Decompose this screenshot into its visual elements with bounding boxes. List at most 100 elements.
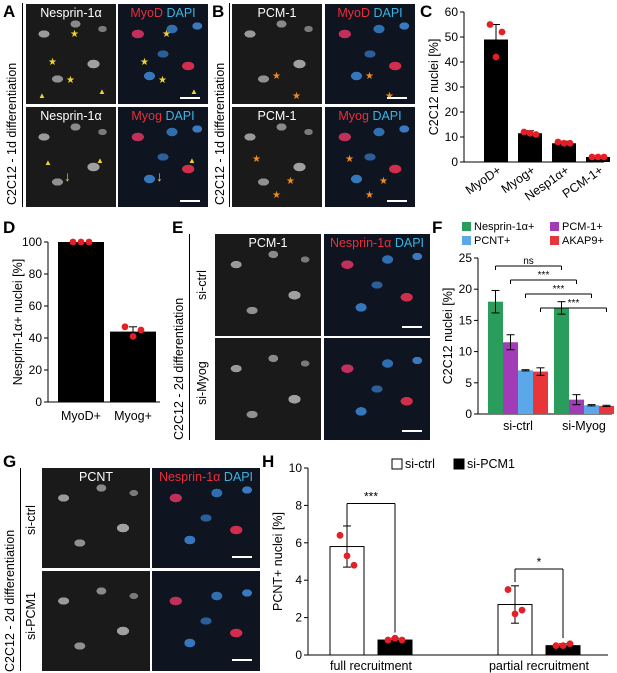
y-tick-label: 40 bbox=[29, 331, 43, 345]
arrowhead-marker: ▲ bbox=[96, 156, 104, 165]
data-point bbox=[391, 634, 399, 642]
micrograph-label: Nesprin-1α bbox=[40, 109, 102, 123]
data-point bbox=[518, 606, 526, 614]
data-point bbox=[520, 128, 528, 136]
star-marker: ★ bbox=[292, 91, 301, 102]
scale-bar bbox=[232, 556, 252, 558]
micrograph-e-merge-top: Nesprin-1α DAPI bbox=[324, 234, 430, 336]
data-point bbox=[566, 640, 574, 648]
significance-label: *** bbox=[364, 490, 378, 504]
arrowhead-marker: ▲ bbox=[38, 91, 46, 100]
bar bbox=[518, 133, 542, 162]
bar bbox=[584, 405, 599, 414]
panel-label-f: F bbox=[432, 218, 443, 237]
bar bbox=[518, 370, 533, 414]
data-point bbox=[600, 153, 608, 161]
panel-g-row2-label: si-PCM1 bbox=[24, 592, 38, 640]
x-tick-label: si-Myog bbox=[562, 419, 606, 433]
micrograph-label: Nesprin-1α bbox=[40, 6, 102, 20]
data-point bbox=[336, 531, 344, 539]
y-tick-label: 6 bbox=[295, 536, 302, 550]
y-tick-label: 0 bbox=[35, 395, 42, 409]
arrow-marker: ↓ bbox=[156, 168, 163, 184]
y-tick-label: 10 bbox=[459, 345, 473, 359]
data-point bbox=[69, 238, 77, 246]
legend-label: PCNT+ bbox=[474, 235, 510, 247]
significance-label: *** bbox=[553, 284, 565, 295]
star-marker: ★ bbox=[158, 75, 167, 86]
legend-swatch bbox=[391, 458, 403, 470]
scale-bar bbox=[387, 97, 407, 99]
y-tick-label: 25 bbox=[459, 251, 473, 265]
significance-label: ns bbox=[523, 256, 534, 267]
y-tick-label: 60 bbox=[29, 299, 43, 313]
data-point bbox=[350, 561, 358, 569]
significance-label: *** bbox=[568, 298, 580, 309]
star-marker: ★ bbox=[162, 29, 171, 40]
arrowhead-marker: ▲ bbox=[188, 156, 196, 165]
star-marker: ★ bbox=[140, 57, 149, 68]
data-point bbox=[129, 333, 137, 340]
y-axis-label: C2C12 nuclei [%] bbox=[441, 288, 455, 385]
x-tick-label: full recruitment bbox=[330, 659, 412, 673]
micrograph-b-pcm1-top: PCM-1 ★ ★ bbox=[232, 4, 322, 104]
star-marker: ★ bbox=[379, 176, 388, 187]
legend-label: si-PCM1 bbox=[467, 457, 515, 471]
significance-label: *** bbox=[538, 270, 550, 281]
legend-label: PCM-1+ bbox=[562, 221, 603, 233]
data-point bbox=[560, 139, 568, 147]
micrograph-label: Myog DAPI bbox=[131, 109, 195, 123]
star-marker: ★ bbox=[365, 71, 374, 82]
x-tick-label: MyoD+ bbox=[61, 409, 101, 423]
micrograph-label: PCM-1 bbox=[248, 236, 288, 250]
chart-h: 0 2 4 6 8 10 PCNT+ nuclei [%] si-ctrl si-PCM1 ful… bbox=[271, 457, 608, 673]
panel-g-side-label: C2C12 - 2d differentiation bbox=[3, 529, 17, 672]
panel-label-c: C bbox=[420, 2, 433, 21]
star-marker: ★ bbox=[252, 154, 261, 165]
micrograph-label: PCM-1 bbox=[257, 6, 297, 20]
scale-bar bbox=[402, 430, 422, 432]
data-point bbox=[566, 139, 574, 147]
star-marker: ★ bbox=[48, 57, 57, 68]
y-tick-label: 0 bbox=[295, 648, 302, 662]
legend-label: Nesprin-1α+ bbox=[474, 221, 534, 233]
data-point bbox=[552, 642, 560, 650]
chart-f: 0 5 10 15 20 25 C2C12 nuclei [%] Nesprin-1α+ PCM… bbox=[441, 221, 614, 433]
micrograph-g-merge-top: Nesprin-1α DAPI bbox=[152, 468, 260, 568]
micrograph-label: PCM-1 bbox=[257, 109, 297, 123]
panel-label-h: H bbox=[262, 452, 275, 471]
data-point bbox=[137, 326, 145, 334]
star-marker: ★ bbox=[385, 92, 394, 102]
arrowhead-marker: ▲ bbox=[44, 158, 52, 167]
x-tick-label: partial recruitment bbox=[489, 659, 590, 673]
micrograph-label: Nesprin-1α DAPI bbox=[329, 236, 425, 250]
y-tick-label: 20 bbox=[445, 105, 459, 119]
y-tick-label: 8 bbox=[295, 498, 302, 512]
legend-swatch bbox=[462, 222, 471, 231]
y-tick-label: 20 bbox=[29, 363, 43, 377]
bar bbox=[503, 342, 518, 414]
y-tick-label: 80 bbox=[29, 267, 43, 281]
micrograph-g-merge-bottom bbox=[152, 571, 260, 671]
micrograph-a-merge-top: MyoD DAPI ★ ★ ★ ▲ bbox=[118, 4, 208, 104]
star-marker: ★ bbox=[66, 75, 75, 86]
panel-label-e: E bbox=[172, 218, 184, 237]
panel-label-g: G bbox=[3, 452, 17, 471]
panel-label-d: D bbox=[3, 218, 16, 237]
y-tick-label: 10 bbox=[445, 130, 459, 144]
y-tick-label: 20 bbox=[459, 282, 473, 296]
legend-swatch bbox=[550, 222, 559, 231]
legend-label: si-ctrl bbox=[405, 457, 435, 471]
legend-label: AKAP9+ bbox=[562, 235, 604, 247]
data-point bbox=[588, 153, 596, 161]
significance-label: * bbox=[537, 555, 542, 569]
arrow-marker: ↓ bbox=[64, 168, 71, 184]
micrograph-a-nesprin-top: Nesprin-1α ★ ★ ★ ▲ ▲ bbox=[26, 4, 116, 104]
panel-e-row2-label: si-Myog bbox=[195, 361, 209, 405]
y-axis-label: C2C12 nuclei [%] bbox=[427, 39, 441, 136]
bar bbox=[488, 301, 503, 414]
panel-b-side-bracket bbox=[229, 3, 230, 207]
x-tick-label: MyoD+ bbox=[463, 163, 504, 197]
panel-e-row1-label: si-ctrl bbox=[195, 270, 209, 300]
